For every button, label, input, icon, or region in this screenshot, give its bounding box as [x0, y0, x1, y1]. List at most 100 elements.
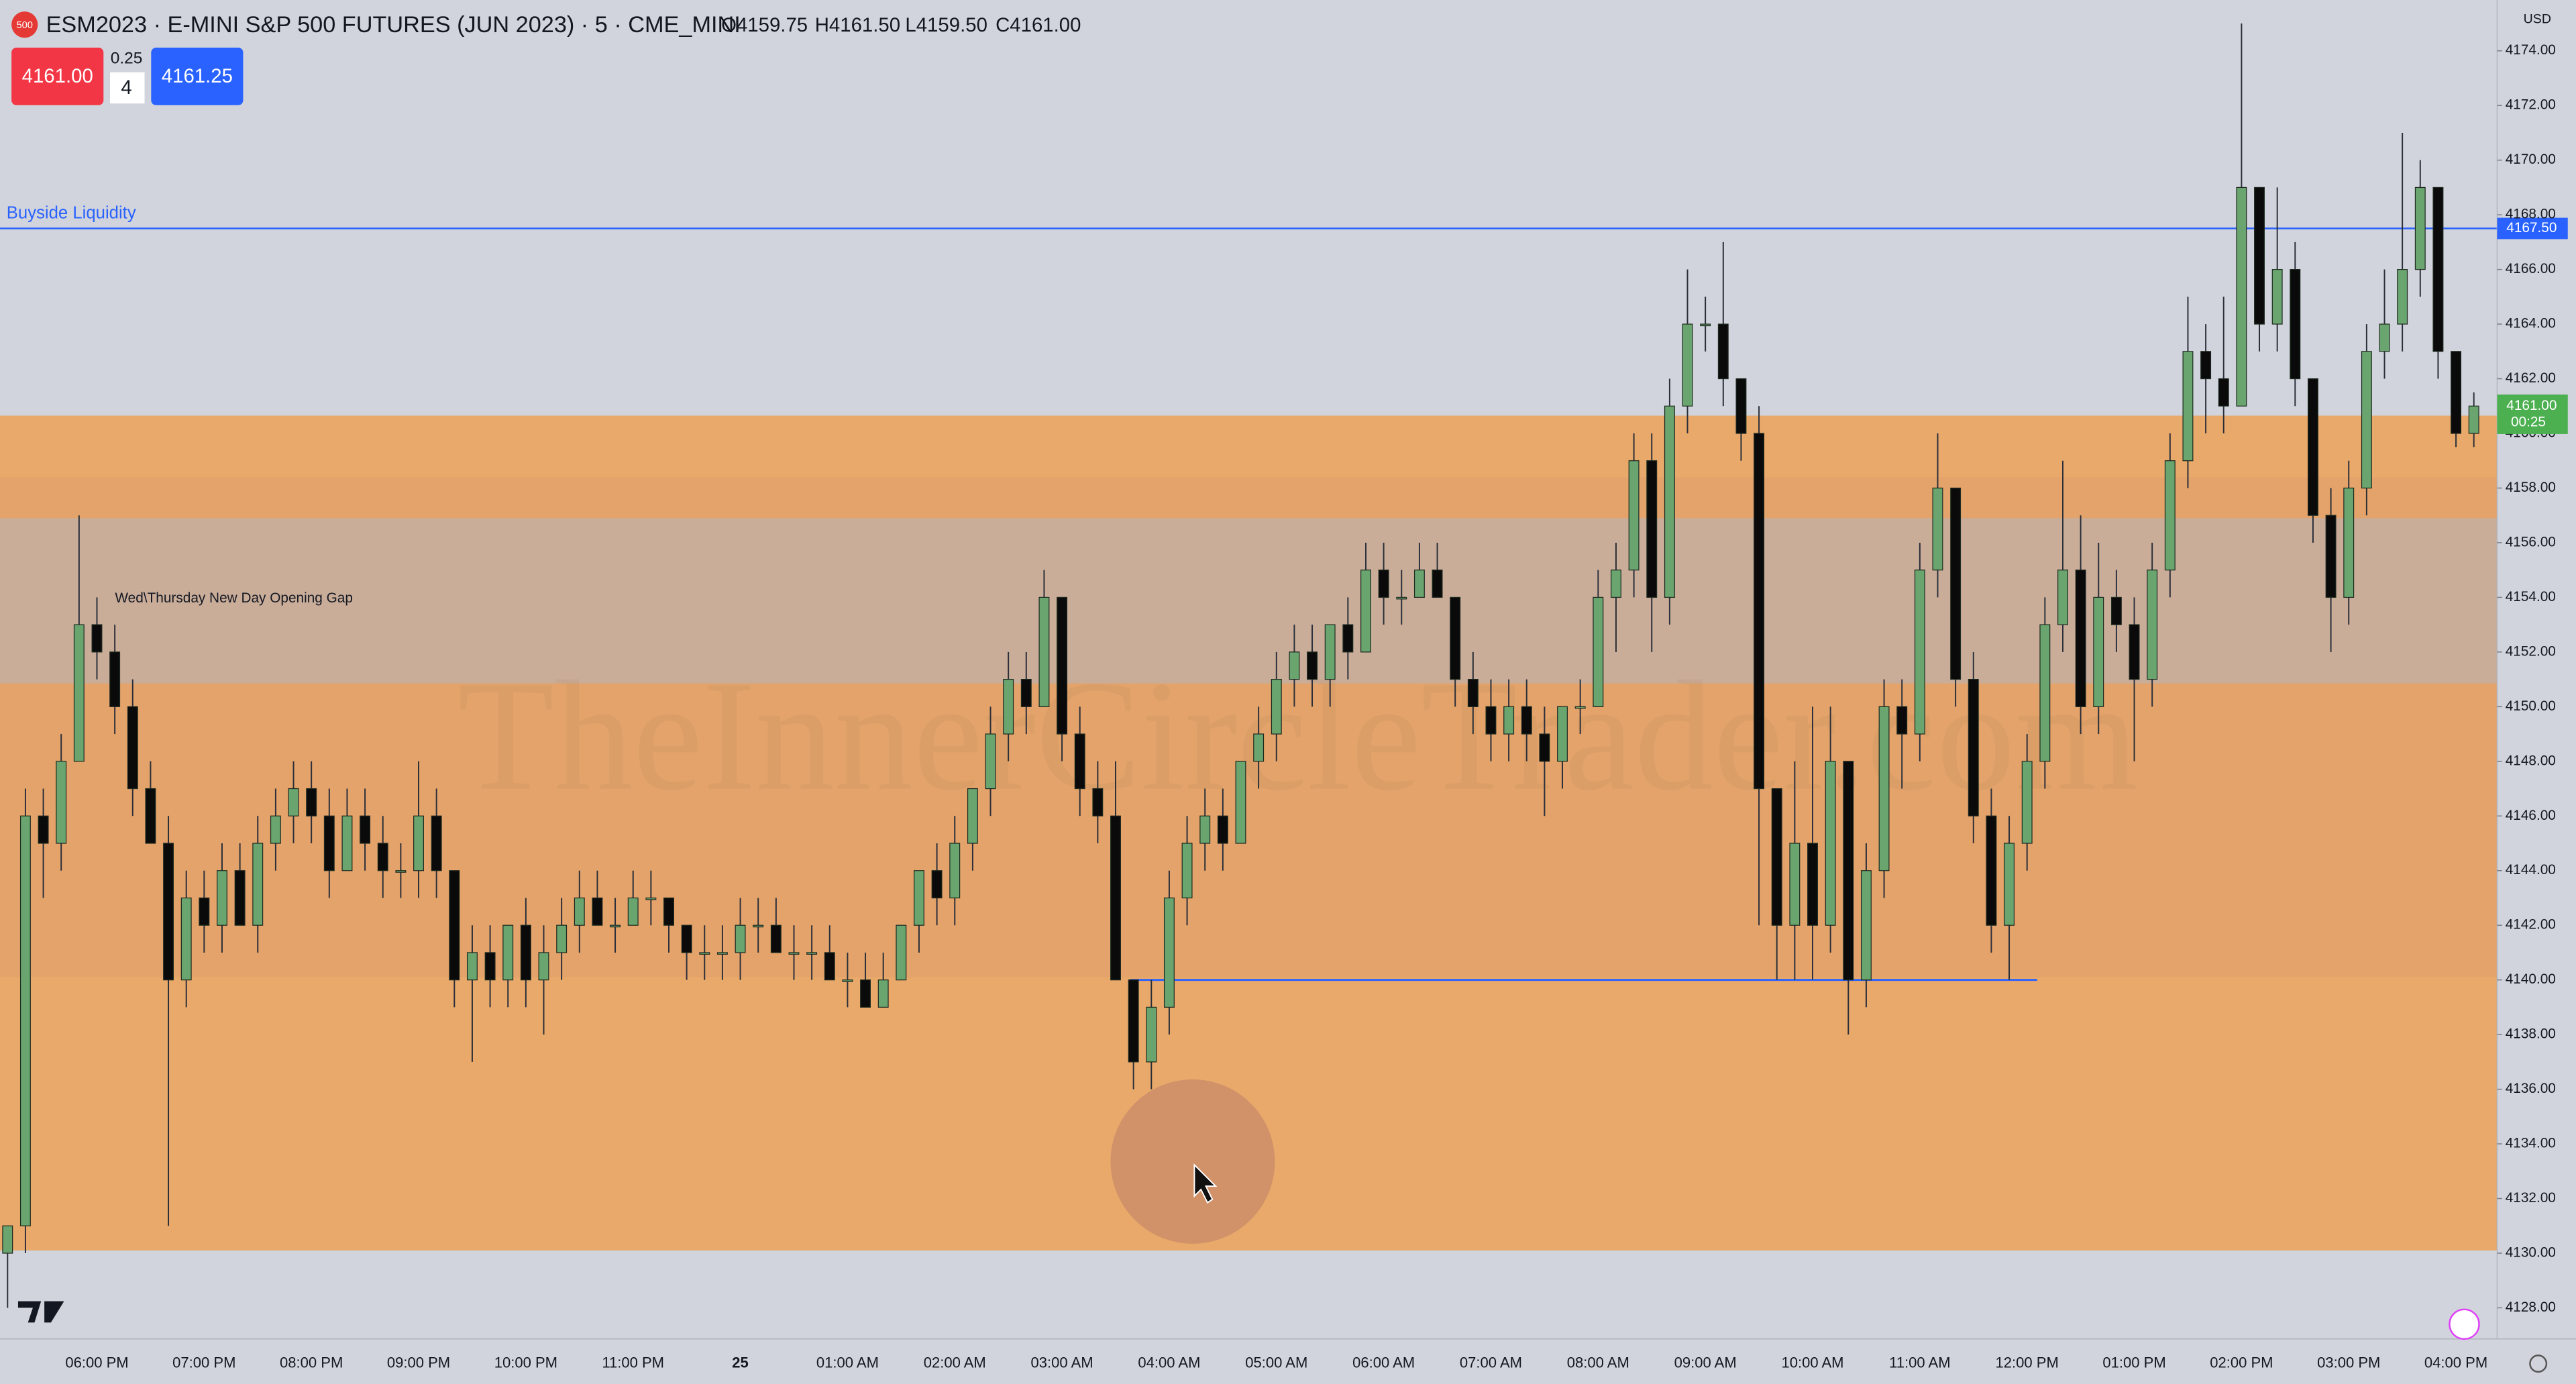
candle-body [199, 897, 210, 926]
candle-body [91, 624, 103, 653]
candle-body [395, 870, 407, 873]
candle-body [860, 979, 871, 1008]
candle-body [949, 843, 961, 899]
candle-body [2343, 487, 2355, 598]
candle-body [931, 870, 943, 899]
candle-body [1307, 651, 1318, 680]
candle-body [1057, 596, 1068, 735]
candle-body [2200, 351, 2212, 380]
candle-body [1789, 843, 1801, 926]
candle-body [985, 733, 996, 790]
candle-body [2325, 515, 2337, 598]
candle-body [1503, 706, 1515, 735]
ohlc-open: O4159.75 [721, 14, 808, 36]
candle-body [716, 952, 728, 955]
candle-body [2414, 187, 2426, 270]
candle-body [520, 924, 531, 981]
symbol-icon-text: 500 [16, 20, 33, 31]
y-tick-label: 4164.00 [2506, 316, 2556, 331]
last-price-text: 4161.00 [2506, 398, 2557, 413]
x-tick-label: 03:00 PM [2317, 1354, 2380, 1371]
candle-body [1664, 405, 1675, 598]
candle-body [1289, 651, 1300, 680]
candle-body [842, 979, 853, 982]
candle-body [1485, 706, 1497, 735]
x-tick-label: 11:00 PM [602, 1354, 664, 1371]
x-tick-label: 09:00 PM [387, 1354, 450, 1371]
candle-body [38, 815, 49, 844]
y-tick-label: 4140.00 [2506, 971, 2556, 987]
x-tick-label: 07:00 AM [1460, 1354, 1522, 1371]
candle-body [127, 706, 138, 790]
y-tick-label: 4150.00 [2506, 698, 2556, 714]
sell-price: 4161.00 [22, 65, 93, 87]
candle-body [770, 924, 782, 953]
x-tick-label: 08:00 PM [280, 1354, 343, 1371]
candle-body [645, 897, 657, 900]
x-tick-label: 10:00 AM [1781, 1354, 1843, 1371]
candle-body [2075, 570, 2086, 707]
candle-body [1593, 596, 1604, 707]
symbol-icon [11, 11, 38, 38]
candle-body [806, 952, 818, 955]
candle-body [1181, 843, 1193, 899]
y-tick-label: 4134.00 [2506, 1136, 2556, 1151]
candle-body [663, 897, 674, 926]
candle-body [1717, 323, 1729, 380]
candle-body [252, 843, 264, 926]
candle-body [2093, 596, 2104, 707]
x-tick-label: 25 [732, 1354, 749, 1371]
candle-body [1735, 378, 1747, 434]
candle-body [1020, 679, 1032, 707]
candle-body [217, 870, 227, 926]
y-tick-label: 4156.00 [2506, 534, 2556, 549]
candle-body [627, 897, 639, 926]
qty-box[interactable] [110, 72, 145, 104]
candle-body [2468, 405, 2479, 434]
candle-body [2361, 351, 2372, 489]
price-tag [2497, 217, 2568, 239]
candle-body [1539, 733, 1550, 762]
tv-logo [17, 1301, 64, 1323]
y-tick-label: 4170.00 [2506, 152, 2556, 167]
sell-button[interactable] [11, 48, 104, 105]
x-tick-label: 11:00 AM [1889, 1354, 1950, 1371]
candle-body [1860, 870, 1872, 981]
settings-icon[interactable] [2529, 1354, 2548, 1373]
x-tick-label: 08:00 AM [1567, 1354, 1629, 1371]
last-price-tag [2497, 394, 2568, 434]
candle-body [914, 870, 924, 926]
candle-body [1271, 679, 1282, 735]
candle-body [1467, 679, 1479, 707]
candle-body [1557, 706, 1568, 762]
x-tick-label: 04:00 AM [1138, 1354, 1200, 1371]
candle-body [466, 952, 478, 981]
x-tick-label: 04:00 PM [2424, 1354, 2487, 1371]
liquidity-label: Buyside Liquidity [7, 203, 136, 222]
candle-body [2379, 323, 2390, 352]
y-tick-label: 4152.00 [2506, 643, 2556, 659]
y-tick-label: 4136.00 [2506, 1081, 2556, 1096]
currency[interactable]: USD [2524, 12, 2551, 27]
buy-button[interactable] [151, 48, 244, 105]
cursor [1193, 1163, 1218, 1204]
candle-body [699, 952, 710, 955]
y-tick-label: 4138.00 [2506, 1026, 2556, 1042]
candle-body [2057, 570, 2068, 625]
candle-body [2218, 378, 2229, 407]
candle-body [1968, 679, 1979, 816]
x-tick-label: 05:00 AM [1245, 1354, 1307, 1371]
candle-body [2432, 187, 2444, 352]
candle-body [502, 924, 514, 981]
candle-body [431, 815, 442, 871]
symbol-title: ESM2023 · E-MINI S&P 500 FUTURES (JUN 20… [46, 12, 741, 38]
x-tick-label: 06:00 PM [65, 1354, 128, 1371]
candle-body [735, 924, 746, 953]
candle-body [1324, 624, 1336, 680]
x-tick-label: 01:00 AM [816, 1354, 879, 1371]
candle-body [306, 788, 317, 816]
ohlc-high: H4161.50 [815, 14, 900, 36]
flash-icon[interactable] [2449, 1308, 2480, 1340]
y-tick-label: 4142.00 [2506, 917, 2556, 933]
candle-body [2004, 843, 2015, 926]
